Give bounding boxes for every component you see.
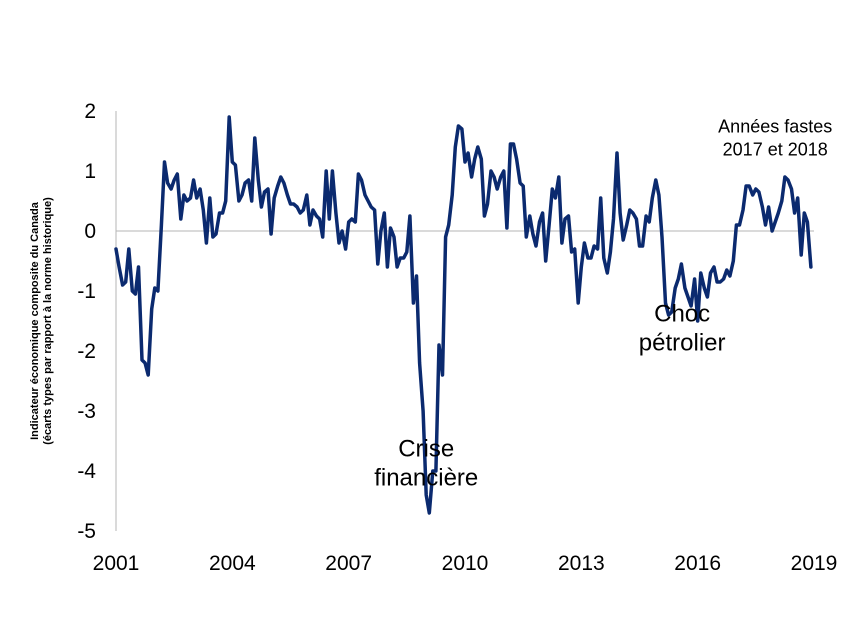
- x-tick-label: 2001: [93, 552, 140, 575]
- y-tick-label: -4: [77, 460, 96, 483]
- x-tick-label: 2010: [442, 552, 489, 575]
- annotation-line: 2017 et 2018: [723, 140, 828, 160]
- y-axis-label-line: Indicateur économique composite du Canad…: [29, 201, 41, 440]
- axes: [115, 111, 814, 531]
- y-tick-labels: -5 -4 -3 -2 -1 0 1 2: [77, 100, 96, 543]
- annotation-line: Crise: [398, 436, 454, 463]
- annotation-line: Choc: [654, 301, 710, 328]
- x-tick-label: 2007: [325, 552, 372, 575]
- series-lines: [114, 115, 813, 515]
- x-tick-label: 2019: [791, 552, 838, 575]
- y-tick-label: 1: [84, 160, 96, 183]
- x-tick-label: 2016: [674, 552, 721, 575]
- y-tick-label: -5: [77, 520, 96, 543]
- series-line: [114, 115, 813, 515]
- y-tick-label: -1: [77, 280, 96, 303]
- y-tick-label: -3: [77, 400, 96, 423]
- y-axis-label: Indicateur économique composite du Canad…: [29, 197, 54, 445]
- x-tick-label: 2013: [558, 552, 605, 575]
- y-tick-label: 0: [84, 220, 96, 243]
- annotation-line: pétrolier: [639, 330, 726, 357]
- x-tick-labels: 2001 2004 2007 2010 2013 2016 2019: [93, 552, 838, 575]
- x-tick-label: 2004: [209, 552, 256, 575]
- y-tick-label: 2: [84, 100, 96, 123]
- y-tick-label: -2: [77, 340, 96, 363]
- annotation-line: Années fastes: [718, 117, 832, 137]
- y-axis-label-line: (écarts types par rapport à la norme his…: [42, 197, 54, 445]
- annotation-line: financière: [374, 465, 478, 492]
